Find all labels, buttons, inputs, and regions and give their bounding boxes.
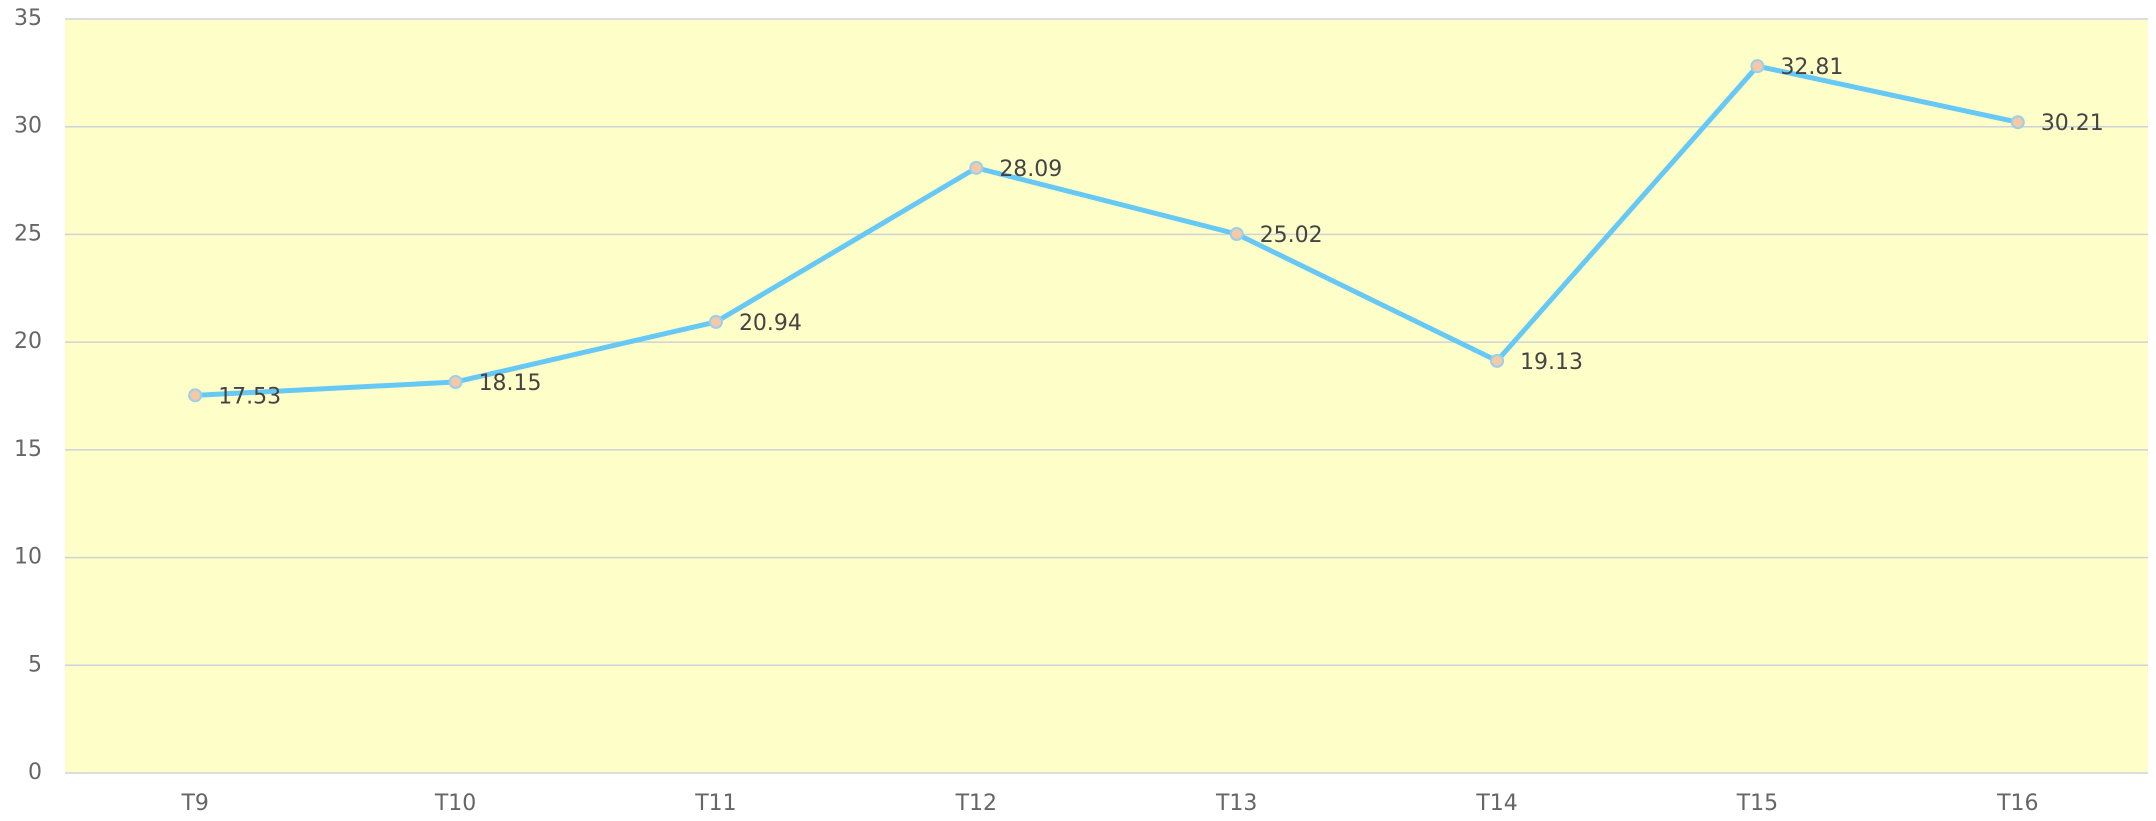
y-tick-label: 20: [14, 329, 42, 354]
data-label: 28.09: [999, 157, 1062, 182]
x-tick-label: T16: [1996, 791, 2038, 816]
x-tick-label: T11: [694, 791, 736, 816]
point: [188, 388, 203, 403]
data-label: 25.02: [1260, 223, 1323, 248]
x-tick-label: T14: [1475, 791, 1517, 816]
x-tick-label: T15: [1736, 791, 1778, 816]
point: [448, 374, 463, 389]
y-tick-label: 30: [14, 114, 42, 139]
y-tick-label: 5: [28, 652, 42, 677]
data-label: 18.15: [479, 371, 542, 396]
y-tick-label: 0: [28, 760, 42, 785]
point: [1750, 59, 1765, 74]
y-tick-label: 15: [14, 437, 42, 462]
plot-area: [65, 19, 2148, 773]
y-tick-label: 10: [14, 545, 42, 570]
y-tick-label: 25: [14, 221, 42, 246]
x-tick-label: T10: [434, 791, 476, 816]
x-tick-label: T12: [955, 791, 997, 816]
data-label: 17.53: [218, 384, 281, 409]
x-tick-label: T9: [180, 791, 208, 816]
point: [1490, 353, 1505, 368]
point: [969, 160, 984, 175]
point: [2010, 115, 2025, 130]
x-tick-label: T13: [1215, 791, 1257, 816]
y-tick-label: 35: [14, 6, 42, 31]
point: [708, 314, 723, 329]
data-label: 20.94: [739, 311, 802, 336]
data-label: 19.13: [1520, 350, 1583, 375]
line: [195, 63, 2019, 398]
point: [1229, 226, 1244, 241]
data-label: 30.21: [2041, 111, 2104, 136]
data-label: 32.81: [1780, 55, 1843, 80]
